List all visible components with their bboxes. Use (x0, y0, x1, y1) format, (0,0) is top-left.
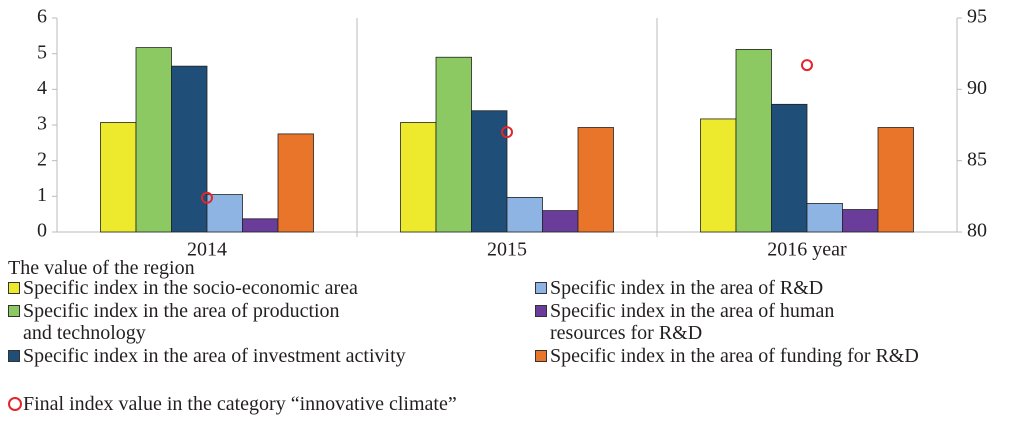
bar (242, 218, 279, 233)
legend-swatch (535, 305, 547, 317)
bar (206, 194, 243, 233)
bar (506, 197, 543, 233)
legend-label: Specific index in the socio-economic are… (23, 277, 358, 299)
bar (435, 56, 472, 233)
y2-tick-label: 95 (967, 6, 987, 28)
y-tick-label: 2 (37, 148, 47, 170)
bar (700, 118, 737, 233)
legend-swatch (8, 350, 20, 362)
marker (801, 59, 813, 72)
bar (171, 65, 208, 233)
legend-title: The value of the region (8, 257, 195, 279)
legend-label: Specific index in the area of production… (23, 300, 340, 344)
y-tick-label: 1 (37, 184, 47, 206)
bar (842, 209, 879, 233)
legend-swatch (8, 282, 20, 294)
legend-label: Final index value in the category “innov… (23, 393, 457, 415)
bar (577, 127, 614, 233)
x-tick-label: 2016 year (767, 239, 847, 261)
legend-swatch (535, 350, 547, 362)
y-tick-label: 3 (37, 113, 47, 135)
bar (771, 103, 808, 233)
legend-swatch (535, 282, 547, 294)
bar (542, 210, 579, 233)
bar (806, 203, 843, 233)
legend-label: Specific index in the area of human reso… (550, 300, 835, 344)
legend-marker (8, 397, 22, 411)
x-tick-label: 2014 (187, 239, 227, 261)
bar (400, 122, 437, 233)
y-tick-label: 6 (37, 6, 47, 28)
legend-label: Specific index in the area of R&D (550, 277, 824, 299)
bar (135, 47, 172, 233)
bar (877, 127, 914, 233)
legend-label: Specific index in the area of funding fo… (550, 345, 919, 367)
marker (501, 126, 513, 139)
legend-swatch (8, 305, 20, 317)
marker (201, 191, 213, 204)
y-tick-label: 0 (37, 220, 47, 242)
y-tick-label: 4 (37, 77, 47, 99)
bar (471, 110, 508, 233)
x-tick-label: 2015 (487, 239, 527, 261)
legend-label: Specific index in the area of investment… (23, 345, 406, 367)
y-tick-label: 5 (37, 41, 47, 63)
chart: 0 1 2 3 4 5 6 80 85 90 95 2014 2015 2016 year (37, 6, 987, 261)
bar (277, 133, 314, 233)
bar (735, 48, 772, 233)
y2-tick-label: 80 (967, 220, 987, 242)
y2-tick-label: 85 (967, 148, 987, 170)
y2-tick-label: 90 (967, 77, 987, 99)
bar (100, 122, 137, 233)
